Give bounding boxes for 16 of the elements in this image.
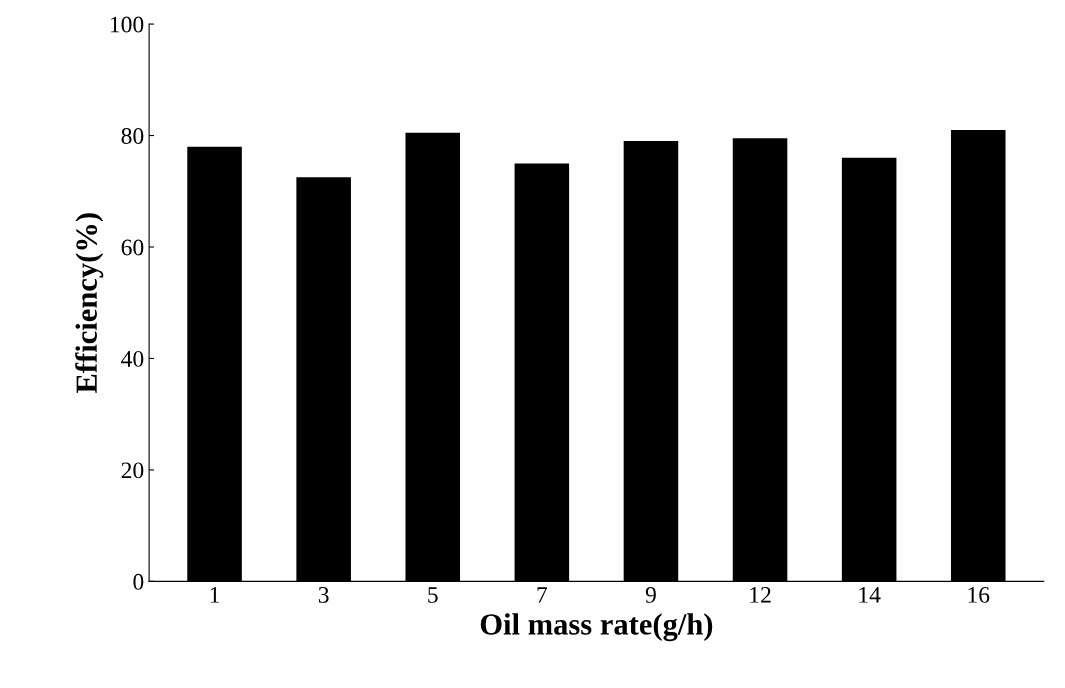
x-axis-title: Oil mass rate(g/h): [480, 613, 713, 642]
x-tick-label: 1: [210, 587, 220, 603]
y-tick-label: 60: [121, 239, 144, 256]
x-tick-label: 9: [645, 586, 656, 603]
y-tick-label: 80: [121, 128, 144, 144]
y-axis-title: Efficiency(%): [75, 213, 104, 393]
x-tick-label: 14: [859, 587, 881, 603]
y-tick-label: 20: [121, 462, 144, 479]
y-tick-label: 40: [121, 350, 144, 367]
y-tick-label: 100: [110, 16, 144, 33]
x-tick-label: 3: [318, 586, 329, 603]
x-tick-label: 7: [537, 587, 548, 603]
x-tick-label: 16: [968, 586, 990, 603]
x-tick-label: 12: [750, 586, 771, 603]
y-tick-label: 0: [133, 573, 144, 590]
x-tick-label: 5: [428, 587, 438, 603]
